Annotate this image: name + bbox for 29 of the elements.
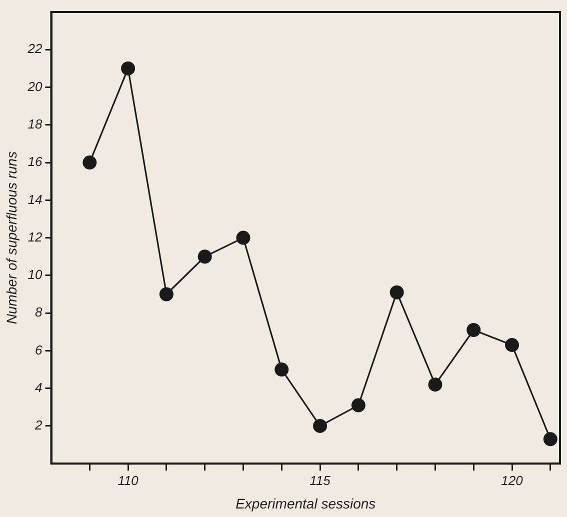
y-tick-label: 4 [35, 380, 42, 395]
y-tick-label: 10 [28, 267, 44, 282]
point [82, 156, 97, 170]
point [466, 323, 481, 337]
y-tick-label: 8 [35, 304, 44, 320]
point [159, 287, 174, 302]
point [505, 338, 520, 352]
x-tick-label: 120 [501, 473, 524, 488]
y-axis-title: Number of superfluous runs [3, 151, 20, 324]
point [198, 250, 212, 264]
point [121, 61, 136, 76]
x-tick-label: 115 [310, 473, 332, 488]
y-tick-label: 16 [28, 154, 44, 170]
y-tick-label: 18 [28, 116, 44, 132]
point [351, 398, 366, 412]
point [428, 378, 442, 392]
point [313, 418, 328, 433]
y-tick-label: 2 [34, 418, 44, 433]
y-tick-label: 6 [35, 342, 44, 358]
y-tick-label: 20 [26, 78, 44, 94]
point [390, 285, 404, 300]
x-tick-label: 110 [118, 473, 140, 488]
y-tick-label: 22 [26, 41, 44, 56]
point [543, 432, 558, 446]
point [274, 362, 289, 377]
y-tick-label: 12 [28, 229, 44, 244]
point [236, 230, 250, 245]
y-tick-label: 14 [28, 192, 42, 207]
x-axis-title: Experimental sessions [236, 495, 376, 512]
